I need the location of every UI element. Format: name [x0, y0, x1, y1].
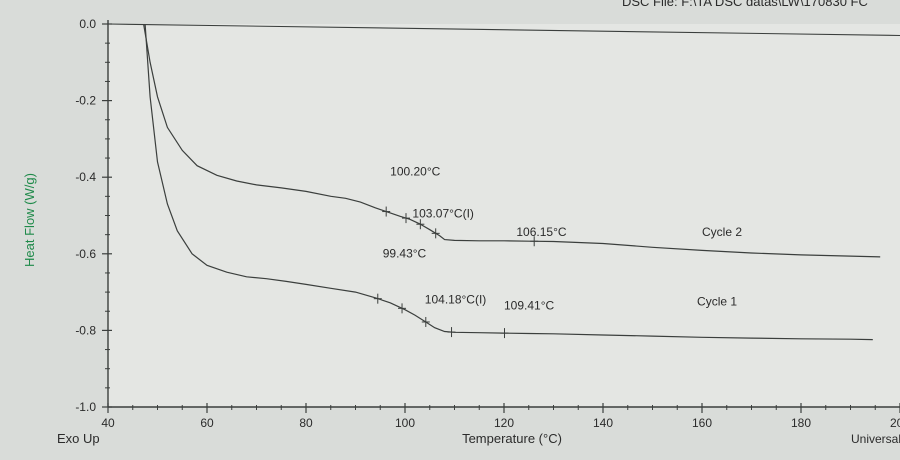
annotation-label: Cycle 1: [697, 295, 737, 309]
y-tick-label: -1.0: [75, 400, 96, 414]
annotation-label: 104.18°C(I): [425, 293, 487, 307]
annotation-layer: 100.20°C 103.07°C(I) 106.15°C 99.43°C 104.18…: [383, 164, 743, 312]
series-line-cycle-1: [144, 23, 873, 341]
x-tick-label: 120: [494, 416, 514, 430]
annotation-label: 109.41°C: [504, 298, 555, 312]
x-tick-label: 100: [395, 416, 415, 430]
x-tick-label: 60: [200, 416, 214, 430]
marker-layer: [373, 206, 539, 339]
y-axis-title: Heat Flow (W/g): [22, 173, 37, 267]
x-tick-label: 40: [101, 416, 115, 430]
x-axis-title: Temperature (°C): [462, 431, 562, 446]
plot-area: [108, 24, 900, 407]
x-tick-label: 160: [692, 416, 712, 430]
y-axis-ticks: 0.0 -0.2 -0.4 -0.6 -0.8 -1.0: [75, 17, 112, 414]
annotation-label: 100.20°C: [390, 164, 441, 178]
annotation-label: 106.15°C: [516, 225, 567, 239]
y-tick-label: 0.0: [79, 17, 96, 31]
x-tick-label: 140: [593, 416, 613, 430]
file-path-label: DSC File: F:\TA DSC datas\LW\170830 FC: [622, 0, 868, 9]
x-tick-label: 80: [299, 416, 313, 430]
annotation-label: 99.43°C: [383, 247, 427, 261]
y-tick-label: -0.6: [75, 247, 96, 261]
x-tick-label: 180: [791, 416, 811, 430]
x-axis-ticks: 40 60 80 100 120 140 160 180 200: [101, 403, 900, 430]
y-tick-label: -0.2: [75, 94, 96, 108]
universal-label: Universal: [851, 432, 900, 446]
y-tick-label: -0.4: [75, 170, 96, 184]
annotation-label: Cycle 2: [702, 225, 742, 239]
x-tick-label: 200: [890, 416, 900, 430]
annotation-label: 103.07°C(I): [412, 206, 474, 220]
y-tick-label: -0.8: [75, 323, 96, 337]
baseline-line: [107, 23, 900, 37]
exo-up-label: Exo Up: [57, 431, 100, 446]
